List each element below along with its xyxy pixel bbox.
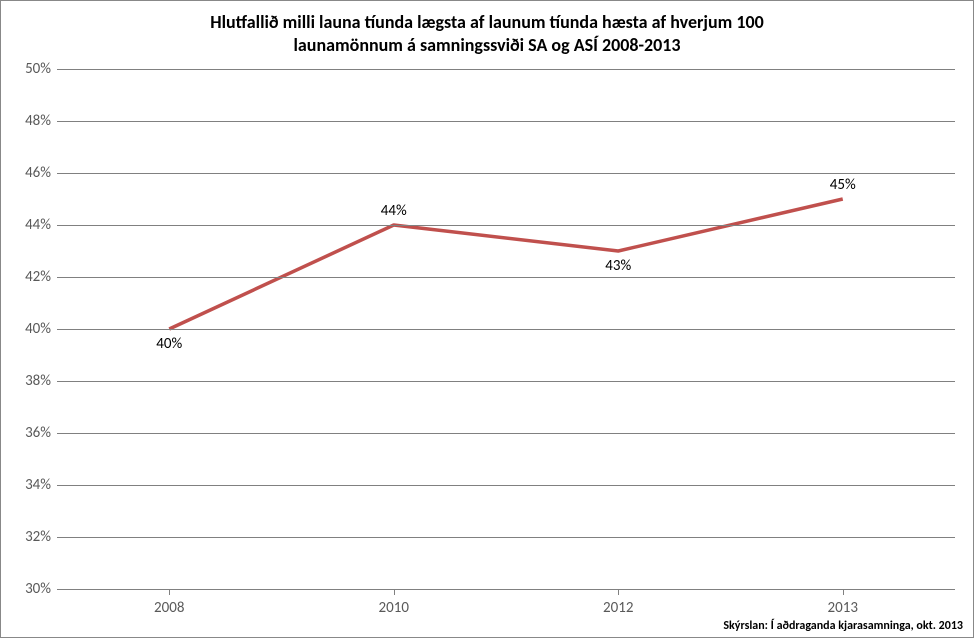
chart-title: Hlutfallið milli launa tíunda lægsta af … <box>1 11 973 56</box>
x-tick <box>394 589 395 595</box>
x-axis-label: 2012 <box>603 599 633 617</box>
data-label: 45% <box>830 176 856 194</box>
y-axis-label: 30% <box>5 580 51 598</box>
plot-area <box>57 69 955 589</box>
x-tick <box>169 589 170 595</box>
gridline <box>57 485 955 486</box>
gridline <box>57 537 955 538</box>
gridline <box>57 329 955 330</box>
x-tick <box>843 589 844 595</box>
gridline <box>57 121 955 122</box>
y-axis-label: 36% <box>5 424 51 442</box>
y-axis-label: 48% <box>5 112 51 130</box>
x-axis-label: 2010 <box>379 599 409 617</box>
x-tick <box>618 589 619 595</box>
gridline <box>57 381 955 382</box>
y-axis-label: 34% <box>5 476 51 494</box>
y-axis-label: 38% <box>5 372 51 390</box>
chart-title-line2: launamönnum á samningssviði SA og ASÍ 20… <box>294 34 681 56</box>
source-text: Skýrslan: Í aðdraganda kjarasamninga, ok… <box>723 619 963 633</box>
gridline <box>57 277 955 278</box>
gridline <box>57 433 955 434</box>
y-axis-label: 32% <box>5 528 51 546</box>
gridline <box>57 173 955 174</box>
y-axis-label: 40% <box>5 320 51 338</box>
gridline <box>57 589 955 590</box>
gridline <box>57 225 955 226</box>
x-axis-label: 2008 <box>154 599 184 617</box>
series-line <box>169 199 843 329</box>
data-label: 40% <box>156 335 182 353</box>
y-axis-label: 44% <box>5 216 51 234</box>
y-axis-label: 50% <box>5 60 51 78</box>
y-axis-label: 46% <box>5 164 51 182</box>
chart-title-line1: Hlutfallið milli launa tíunda lægsta af … <box>210 11 764 33</box>
x-axis-label: 2013 <box>828 599 858 617</box>
gridline <box>57 69 955 70</box>
data-label: 43% <box>605 257 631 275</box>
y-axis-label: 42% <box>5 268 51 286</box>
data-label: 44% <box>381 202 407 220</box>
chart-container: Hlutfallið milli launa tíunda lægsta af … <box>0 0 974 638</box>
